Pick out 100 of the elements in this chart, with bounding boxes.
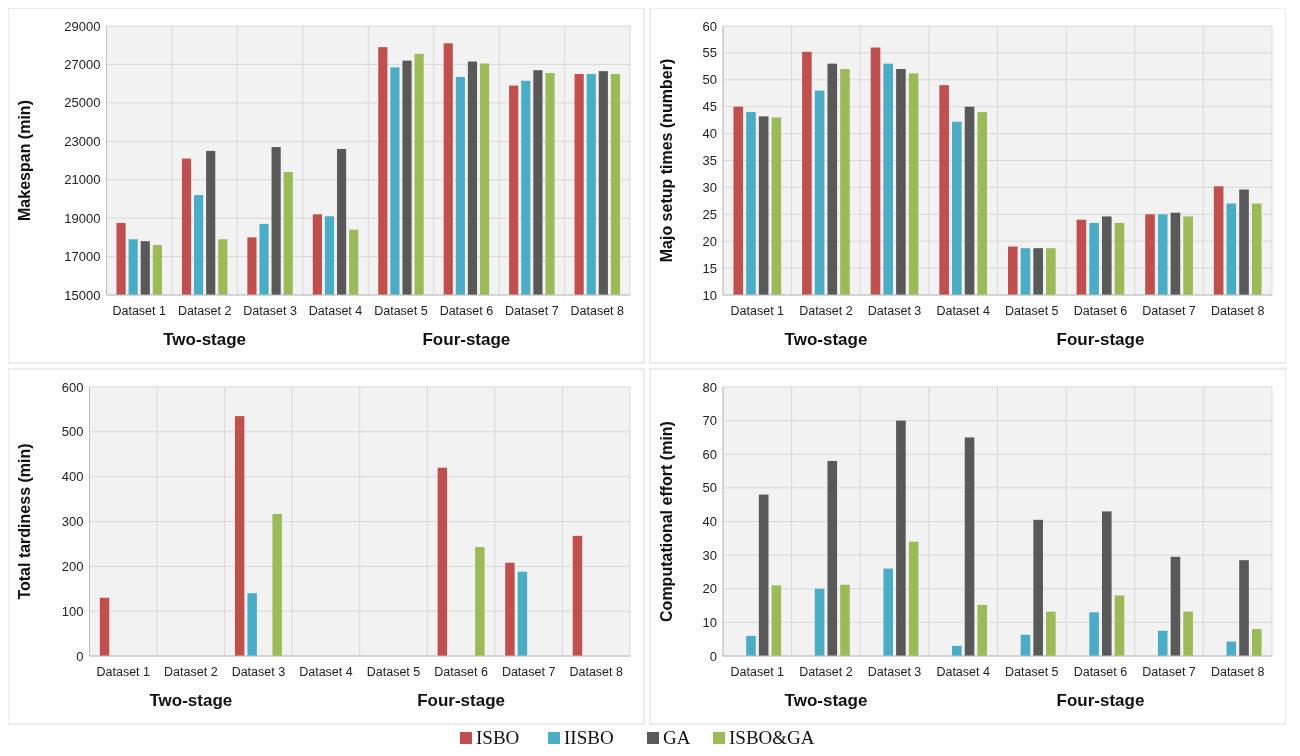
x-tick-label: Dataset 6 — [434, 665, 488, 679]
y-tick-label: 21000 — [64, 172, 101, 188]
y-tick-label: 200 — [61, 558, 84, 574]
y-tick-label: 25000 — [64, 95, 101, 111]
x-tick-label: Dataset 7 — [501, 665, 556, 679]
text: Four-stage — [422, 330, 511, 349]
y-tick-label: 500 — [61, 424, 84, 440]
x-tick-label: Dataset 3 — [867, 304, 922, 318]
x-tick-label: Dataset 2 — [177, 304, 232, 318]
x-tick-label: Dataset 8 — [1210, 304, 1265, 318]
y-tick-label: 70 — [702, 413, 717, 429]
x-tick-label: Dataset 4 — [936, 304, 990, 318]
bar — [1183, 611, 1193, 656]
legend-label: ISBO&GA — [729, 727, 815, 748]
text: Two-stage — [163, 330, 247, 349]
bar — [896, 420, 906, 656]
y-tick-label: 55 — [702, 45, 717, 61]
y-tick-label: 10 — [702, 287, 717, 303]
bar — [272, 513, 282, 656]
legend-label: IISBO — [564, 727, 614, 748]
bar — [1101, 511, 1112, 656]
y-tick-label: 50 — [702, 480, 717, 496]
text: Four-stage — [1056, 691, 1145, 710]
bar — [771, 585, 782, 656]
legend-label: GA — [663, 727, 691, 748]
bar — [1157, 630, 1168, 656]
x-tick-label: Dataset 3 — [867, 665, 922, 679]
bar — [1170, 556, 1181, 656]
bar — [964, 437, 975, 656]
y-tick-label: 10 — [702, 614, 717, 630]
x-tick-label: Dataset 5 — [374, 304, 428, 318]
y-axis-title: Total tardiness (min) — [16, 443, 33, 600]
x-tick-label: Dataset 6 — [1073, 304, 1128, 318]
bar — [234, 416, 245, 656]
bar — [1033, 519, 1043, 656]
text: Two-stage — [149, 691, 233, 710]
y-tick-label: 300 — [61, 514, 84, 530]
y-tick-label: 60 — [702, 18, 717, 34]
y-tick-label: 20 — [702, 581, 717, 597]
bar — [572, 535, 583, 656]
bar — [758, 494, 769, 656]
y-tick-label: 0 — [76, 648, 84, 664]
bar — [437, 467, 448, 656]
y-tick-label: 60 — [702, 446, 717, 462]
bar — [1239, 560, 1249, 656]
y-tick-label: 29000 — [64, 18, 101, 34]
x-tick-label: Dataset 8 — [1210, 665, 1265, 679]
x-tick-label: Dataset 3 — [243, 304, 297, 318]
y-axis-title: Computational effort (min) — [658, 421, 675, 622]
y-tick-label: 27000 — [64, 56, 101, 72]
bar — [883, 568, 894, 656]
x-tick-label: Dataset 1 — [96, 665, 151, 679]
y-axis-title: Majo setup times (number) — [658, 58, 675, 263]
y-tick-label: 45 — [702, 99, 717, 115]
y-tick-label: 15 — [702, 260, 717, 276]
y-tick-label: 0 — [709, 648, 717, 664]
y-tick-label: 100 — [61, 603, 84, 619]
bar — [746, 635, 756, 656]
x-tick-label: Dataset 7 — [1142, 304, 1196, 318]
x-tick-label: Dataset 1 — [112, 304, 167, 318]
y-tick-label: 35 — [702, 153, 717, 169]
bar — [517, 571, 528, 656]
y-tick-label: 19000 — [64, 210, 101, 226]
x-tick-label: Dataset 8 — [569, 665, 624, 679]
x-tick-label: Dataset 2 — [799, 304, 853, 318]
x-tick-label: Dataset 6 — [1073, 665, 1128, 679]
bar — [908, 541, 919, 656]
x-tick-label: Dataset 4 — [936, 665, 990, 679]
x-tick-label: Dataset 5 — [1005, 665, 1059, 679]
bar — [1114, 595, 1125, 656]
x-tick-label: Dataset 7 — [505, 304, 559, 318]
y-tick-label: 30 — [702, 547, 717, 563]
bar — [475, 547, 485, 656]
y-tick-label: 17000 — [64, 249, 101, 265]
bar — [1046, 611, 1056, 656]
bar — [99, 597, 110, 656]
text: Two-stage — [784, 691, 868, 710]
y-tick-label: 30 — [702, 179, 717, 195]
x-tick-label: Dataset 8 — [570, 304, 625, 318]
bar — [247, 593, 257, 656]
x-tick-label: Dataset 3 — [231, 665, 286, 679]
text: Four-stage — [417, 691, 506, 710]
x-tick-label: Dataset 4 — [308, 304, 363, 318]
bar — [952, 645, 962, 656]
bar — [840, 584, 850, 656]
bar — [977, 604, 988, 656]
x-tick-label: Dataset 2 — [164, 665, 218, 679]
y-tick-label: 15000 — [64, 287, 101, 303]
x-tick-label: Dataset 5 — [366, 665, 421, 679]
bar — [827, 460, 838, 656]
bar — [1251, 629, 1262, 656]
x-tick-label: Dataset 4 — [299, 665, 353, 679]
x-tick-label: Dataset 2 — [799, 665, 853, 679]
x-tick-label: Dataset 5 — [1005, 304, 1059, 318]
y-axis-title: Makespan (min) — [16, 100, 33, 221]
bar — [1089, 612, 1099, 656]
x-tick-label: Dataset 6 — [439, 304, 494, 318]
y-tick-label: 400 — [61, 469, 84, 485]
x-tick-label: Dataset 1 — [730, 304, 785, 318]
bar — [505, 562, 515, 656]
